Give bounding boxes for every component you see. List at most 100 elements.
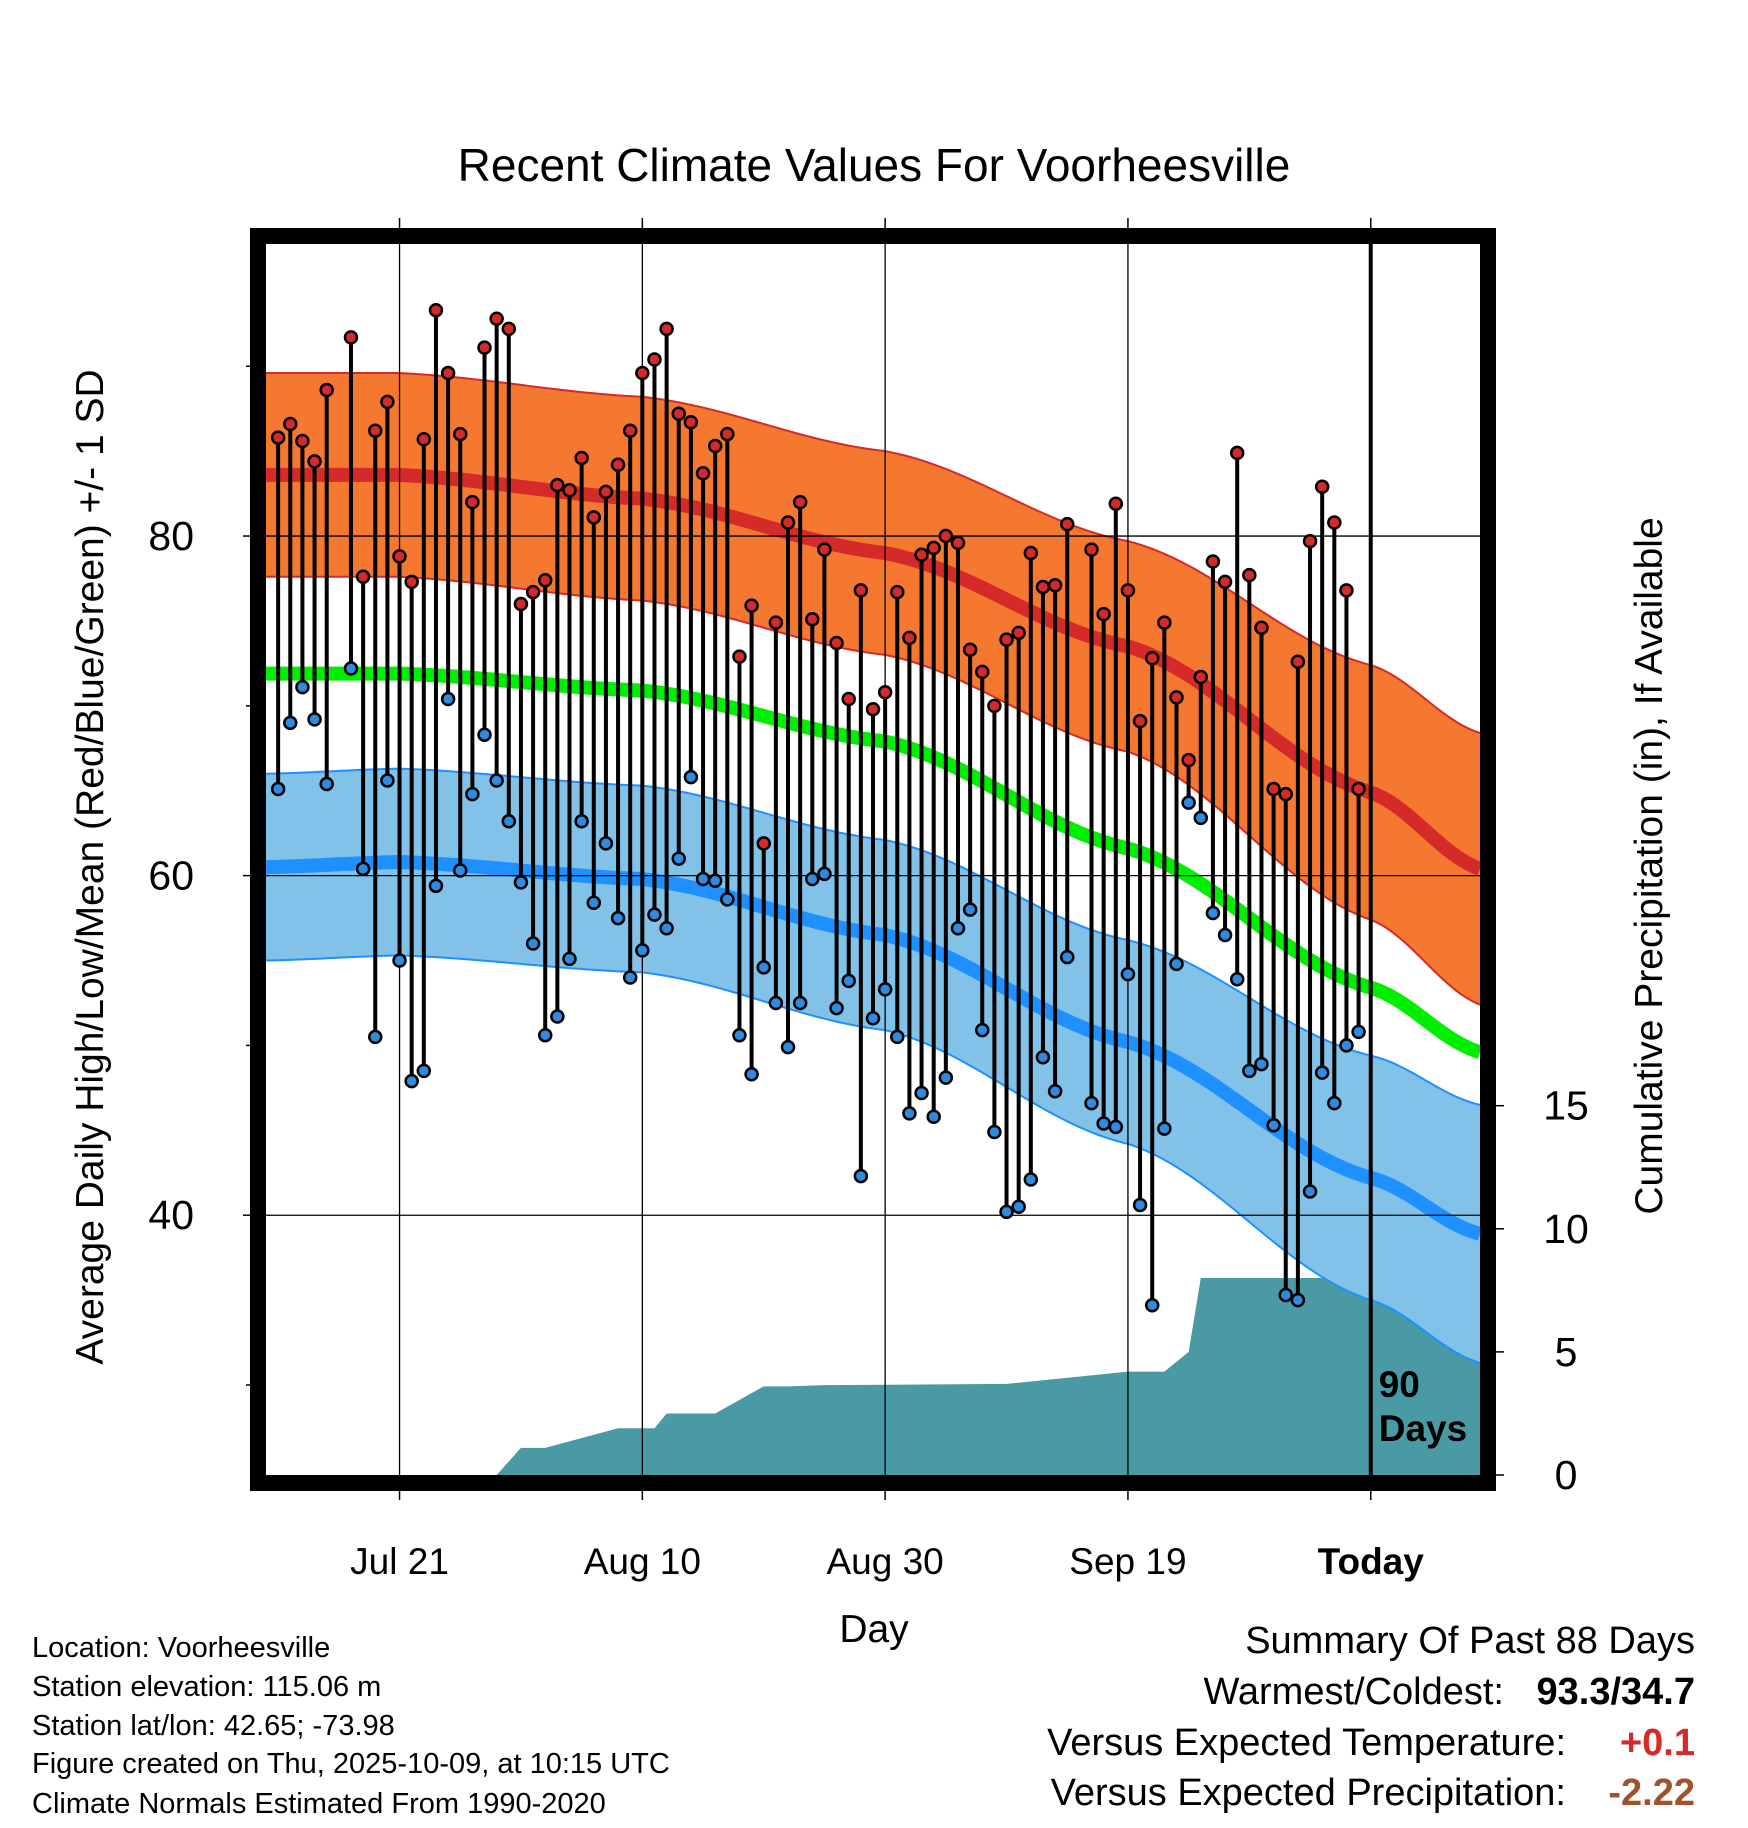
low-sd-band-lower-edge xyxy=(265,954,1481,1364)
daily-low-point xyxy=(1047,1084,1063,1099)
daily-low-point xyxy=(914,1085,929,1101)
summary-temp-label: Versus Expected Temperature: xyxy=(1047,1722,1566,1764)
daily-low-point xyxy=(355,861,371,877)
daily-high-point xyxy=(744,598,759,613)
daily-high-point xyxy=(574,450,589,466)
daily-high-point xyxy=(343,330,359,345)
daily-low-point xyxy=(574,814,589,829)
summary-warm-cold-label: Warmest/Coldest: xyxy=(1203,1671,1504,1713)
daily-high-point xyxy=(1339,583,1354,598)
daily-low-point xyxy=(513,875,529,890)
daily-low-point xyxy=(1254,1056,1269,1072)
x-axis-label: Day xyxy=(839,1608,909,1651)
high-sd-band-lower-edge xyxy=(266,575,1481,1006)
daily-high-point xyxy=(1011,625,1026,641)
daily-low-point xyxy=(380,773,395,788)
daily-low-point xyxy=(1193,810,1209,826)
daily-high-point xyxy=(295,433,310,449)
daily-high-point xyxy=(683,415,699,430)
daily-low-point xyxy=(647,907,662,922)
plot-frame xyxy=(250,228,1496,1491)
daily-low-point xyxy=(1169,956,1184,972)
normal-high-line xyxy=(266,467,1483,876)
daily-high-point xyxy=(550,477,565,493)
daily-high-point xyxy=(1035,579,1051,595)
daily-high-point xyxy=(562,482,577,498)
daily-high-point xyxy=(756,836,771,851)
daily-high-point xyxy=(975,664,990,680)
daily-high-point xyxy=(428,302,444,318)
daily-low-point xyxy=(1314,1065,1330,1080)
daily-low-point xyxy=(1035,1050,1051,1065)
days-marker-label-line: Days xyxy=(1379,1408,1467,1449)
daily-high-point xyxy=(695,465,711,481)
daily-low-point xyxy=(1229,971,1245,987)
daily-low-point xyxy=(1266,1117,1281,1133)
daily-high-point xyxy=(926,540,941,556)
daily-high-point xyxy=(890,584,905,600)
daily-high-point xyxy=(950,535,966,551)
daily-high-point xyxy=(355,569,371,585)
daily-high-point xyxy=(707,438,723,454)
daily-high-point xyxy=(513,596,529,612)
daily-high-point xyxy=(1351,781,1366,797)
daily-high-point xyxy=(537,572,553,588)
daily-high-point xyxy=(465,494,480,510)
daily-low-point xyxy=(1011,1199,1026,1214)
daily-high-point xyxy=(270,430,286,445)
daily-high-point xyxy=(1242,567,1257,583)
daily-low-point xyxy=(525,936,541,951)
daily-low-point xyxy=(368,1029,383,1045)
summary-precip-label: Versus Expected Precipitation: xyxy=(1050,1772,1566,1814)
daily-low-point xyxy=(805,871,820,887)
daily-low-point xyxy=(768,995,784,1011)
summary-precip-value: -2.22 xyxy=(1608,1772,1695,1814)
daily-low-point xyxy=(865,1011,881,1026)
daily-low-point xyxy=(550,1009,565,1024)
daily-high-point xyxy=(440,365,456,381)
daily-low-point xyxy=(792,995,808,1011)
daily-low-point xyxy=(416,1063,432,1079)
daily-high-point xyxy=(780,515,796,530)
days-marker-label: 90 Days xyxy=(1379,1364,1467,1449)
x-tick-label: Today xyxy=(1318,1541,1425,1582)
daily-low-point xyxy=(635,943,650,958)
daily-low-point xyxy=(283,715,298,731)
daily-high-point xyxy=(1181,752,1196,768)
daily-high-point xyxy=(647,352,662,367)
precip-area xyxy=(266,1246,1480,1475)
daily-high-point xyxy=(1169,690,1184,705)
daily-low-point xyxy=(695,871,711,887)
x-tick-label: Aug 30 xyxy=(826,1541,943,1582)
daily-high-point xyxy=(732,649,747,664)
daily-high-point xyxy=(829,635,844,651)
daily-high-point xyxy=(1144,651,1160,666)
daily-low-point xyxy=(319,776,334,792)
daily-high-point xyxy=(380,394,395,410)
daily-high-point xyxy=(1290,654,1306,669)
daily-low-point xyxy=(610,910,626,926)
daily-low-point xyxy=(537,1027,553,1043)
daily-high-point xyxy=(865,701,881,717)
daily-low-point xyxy=(938,1070,954,1085)
y-right-tick-label: 0 xyxy=(1555,1452,1578,1498)
x-tick-label: Aug 10 xyxy=(584,1541,701,1582)
daily-low-point xyxy=(343,661,359,676)
daily-low-point xyxy=(817,866,832,882)
summary-temp-value: +0.1 xyxy=(1619,1722,1695,1764)
daily-low-point xyxy=(1242,1063,1257,1079)
daily-high-point xyxy=(671,406,687,422)
daily-high-point xyxy=(452,426,468,442)
chart-title: Recent Climate Values For Voorheesville xyxy=(457,139,1291,191)
daily-high-point xyxy=(368,423,383,439)
daily-high-point xyxy=(1205,554,1221,569)
daily-high-point xyxy=(1096,606,1111,622)
y-right-tick-label: 15 xyxy=(1543,1083,1589,1129)
daily-high-point xyxy=(525,584,541,600)
daily-low-point xyxy=(598,836,614,851)
daily-low-point xyxy=(307,712,322,727)
daily-low-point xyxy=(780,1039,796,1055)
daily-low-point xyxy=(1059,949,1075,965)
info-created: Figure created on Thu, 2025-10-09, at 10… xyxy=(32,1748,670,1780)
daily-low-point xyxy=(1023,1172,1039,1187)
